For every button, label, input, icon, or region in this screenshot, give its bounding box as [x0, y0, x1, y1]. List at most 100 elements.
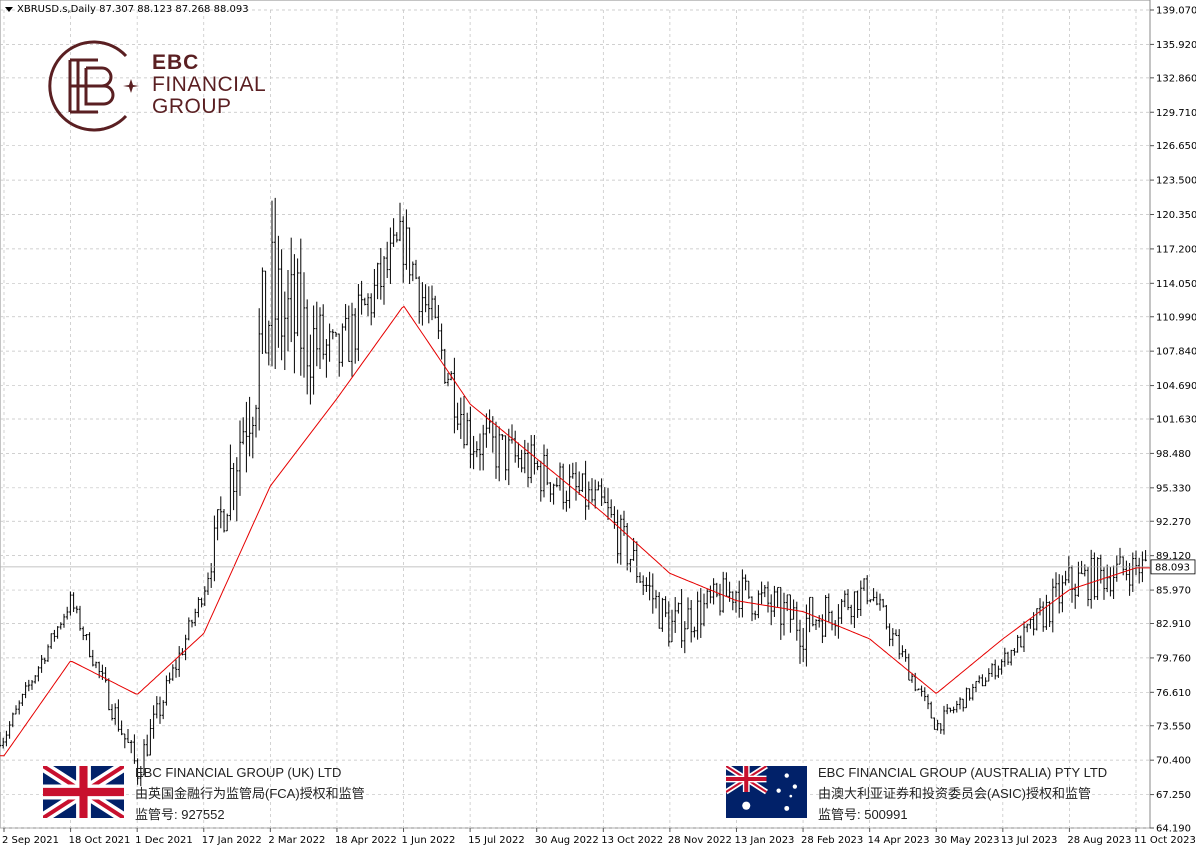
footer-uk: EBC FINANCIAL GROUP (UK) LTD 由英国金融行为监管局(…	[135, 762, 365, 825]
price-bar	[920, 685, 923, 697]
x-tick-label: 15 Jul 2022	[468, 835, 525, 846]
price-bar	[56, 626, 59, 639]
x-tick-label: 13 Jul 2023	[1001, 835, 1058, 846]
x-tick-label: 17 Jan 2022	[202, 835, 262, 846]
ebc-logo-icon	[48, 40, 139, 132]
price-bar	[158, 696, 162, 724]
price-bar	[72, 592, 75, 613]
price-bar	[904, 648, 907, 662]
price-bar	[142, 739, 146, 776]
price-bar	[501, 434, 504, 440]
price-bar	[776, 586, 779, 608]
price-bar	[888, 623, 891, 647]
price-bar	[325, 339, 328, 378]
price-bar	[398, 202, 402, 242]
y-tick-label: 135.920	[1156, 40, 1196, 51]
price-bar	[744, 574, 747, 591]
price-bar	[1077, 561, 1080, 597]
price-bar	[949, 707, 952, 713]
price-bar	[273, 197, 277, 369]
price-bar	[747, 580, 751, 599]
price-bar	[987, 668, 991, 682]
price-bar	[248, 396, 251, 457]
price-bar	[299, 238, 303, 376]
price-bar	[152, 705, 155, 739]
x-tick-label: 14 Apr 2023	[868, 835, 930, 846]
price-bar	[977, 675, 981, 684]
price-bar	[385, 241, 389, 279]
price-bar	[709, 585, 712, 604]
price-bar	[974, 680, 978, 693]
price-bar	[568, 464, 571, 509]
price-bar	[392, 218, 395, 247]
price-bar	[597, 481, 600, 491]
price-bar	[955, 700, 959, 713]
price-bar	[1102, 567, 1106, 600]
price-bar	[648, 571, 651, 601]
price-bar	[993, 659, 997, 680]
price-bar	[651, 573, 655, 614]
price-bar	[581, 473, 584, 493]
y-tick-label: 85.970	[1156, 586, 1191, 597]
price-bar	[990, 663, 994, 677]
price-bar	[609, 499, 613, 518]
price-bar	[856, 590, 859, 618]
price-bar	[222, 508, 226, 533]
price-bar	[376, 262, 379, 300]
price-bar	[520, 449, 523, 473]
price-bar	[94, 661, 98, 669]
price-bar	[235, 457, 239, 522]
price-bar	[257, 308, 261, 431]
price-bar	[811, 596, 815, 627]
price-bar	[504, 435, 507, 481]
price-bar	[123, 733, 127, 749]
y-tick-label: 107.840	[1156, 347, 1196, 358]
price-bar	[1125, 560, 1128, 581]
x-tick-label: 13 Jan 2023	[734, 835, 794, 846]
price-bar	[766, 581, 770, 613]
price-bar	[1022, 621, 1026, 653]
price-bar	[261, 267, 264, 355]
price-bar	[737, 580, 741, 618]
symbol-menu-icon[interactable]	[5, 7, 13, 12]
price-bar	[309, 334, 312, 405]
price-bar	[1035, 608, 1039, 631]
price-bar	[318, 307, 322, 369]
price-bar	[680, 589, 683, 648]
price-bar	[49, 633, 53, 649]
price-bar	[1013, 648, 1016, 656]
price-bar	[497, 426, 501, 482]
price-bar	[251, 416, 255, 459]
symbol-info: XBRUSD.s,Daily 87.307 88.123 87.268 88.0…	[17, 4, 249, 15]
price-bar	[638, 572, 642, 583]
price-bar	[968, 688, 971, 701]
price-bar	[961, 698, 965, 712]
price-bar	[859, 580, 863, 617]
price-bar	[600, 478, 603, 507]
y-tick-label: 89.120	[1156, 551, 1191, 562]
price-bar	[670, 609, 674, 643]
price-bar	[971, 683, 975, 701]
price-bar	[1016, 634, 1019, 653]
price-bar	[424, 284, 427, 313]
price-bar	[1025, 624, 1029, 633]
footer-uk-line1: EBC FINANCIAL GROUP (UK) LTD	[135, 765, 342, 780]
price-bar	[1019, 635, 1023, 648]
price-bar	[414, 259, 418, 280]
price-bar	[593, 479, 597, 509]
price-bar	[846, 589, 850, 611]
price-bar	[190, 619, 194, 628]
price-bar	[1003, 647, 1007, 667]
x-tick-label: 28 Feb 2023	[801, 835, 863, 846]
price-bar	[149, 718, 152, 756]
price-bar	[1093, 552, 1096, 600]
price-bar	[200, 597, 203, 608]
price-bar	[693, 626, 696, 638]
y-tick-label: 76.610	[1156, 688, 1191, 699]
price-bar	[225, 513, 229, 532]
price-bar	[187, 617, 191, 641]
price-bar	[229, 444, 232, 521]
price-bar	[241, 417, 245, 445]
price-bar	[81, 626, 85, 641]
